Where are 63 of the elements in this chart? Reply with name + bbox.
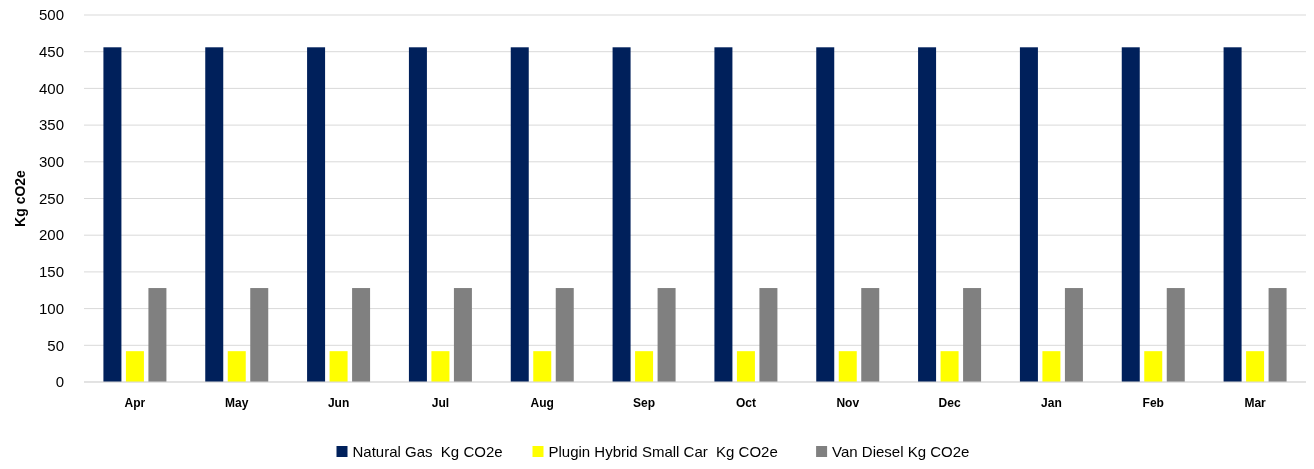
bar [1064,288,1083,382]
y-tick-label: 150 [38,263,64,281]
y-tick-label: 300 [38,153,64,171]
bar [816,47,835,382]
bar [1268,288,1287,382]
y-tick-label: 500 [38,6,64,24]
y-tick-label: 250 [38,189,64,207]
y-axis-title: Kg cO2e [12,169,28,227]
y-tick-label: 50 [47,336,64,354]
x-tick-label: Oct [735,396,756,410]
x-tick-label: May [225,396,249,410]
bar [533,351,552,382]
bar [1042,351,1061,382]
x-tick-label: Mar [1244,396,1267,410]
bar [408,47,427,382]
bar [612,47,631,382]
bar [1223,47,1242,382]
bar [714,47,733,382]
bar [918,47,937,382]
bar [963,288,982,382]
y-tick-label: 350 [38,116,64,134]
bar [555,288,574,382]
bar [431,351,450,382]
bar [1121,47,1140,382]
bar [329,351,348,382]
legend-label: Van Diesel Kg CO2e [832,443,970,460]
bar [759,288,778,382]
legend-label: Plugin Hybrid Small Car Kg CO2e [548,443,778,460]
bar [307,47,326,382]
bar [352,288,371,382]
bar [250,288,269,382]
bar [453,288,472,382]
x-tick-label: Feb [1142,396,1164,410]
bar [940,351,959,382]
bar [205,47,224,382]
y-tick-label: 450 [38,42,64,60]
x-tick-label: Apr [124,396,146,410]
x-tick-label: Jul [431,396,450,410]
bar [1166,288,1185,382]
x-tick-label: Aug [530,396,554,410]
bar [861,288,880,382]
bar [838,351,857,382]
bar [1246,351,1265,382]
bar [1019,47,1038,382]
legend-label: Natural Gas Kg CO2e [352,443,503,460]
bar [148,288,167,382]
x-tick-label: Dec [938,396,961,410]
x-tick-label: Sep [633,396,656,410]
y-tick-label: 400 [38,79,64,97]
bar [736,351,755,382]
bar [103,47,122,382]
bar [125,351,144,382]
y-tick-label: 100 [38,299,64,317]
y-tick-label: 0 [55,373,64,391]
bar [635,351,654,382]
bar [657,288,676,382]
y-tick-label: 200 [38,226,64,244]
x-tick-label: Jun [327,396,350,410]
bar [1144,351,1163,382]
bar [510,47,529,382]
x-tick-label: Jan [1041,396,1062,410]
x-tick-label: Nov [836,396,860,410]
bar [227,351,246,382]
